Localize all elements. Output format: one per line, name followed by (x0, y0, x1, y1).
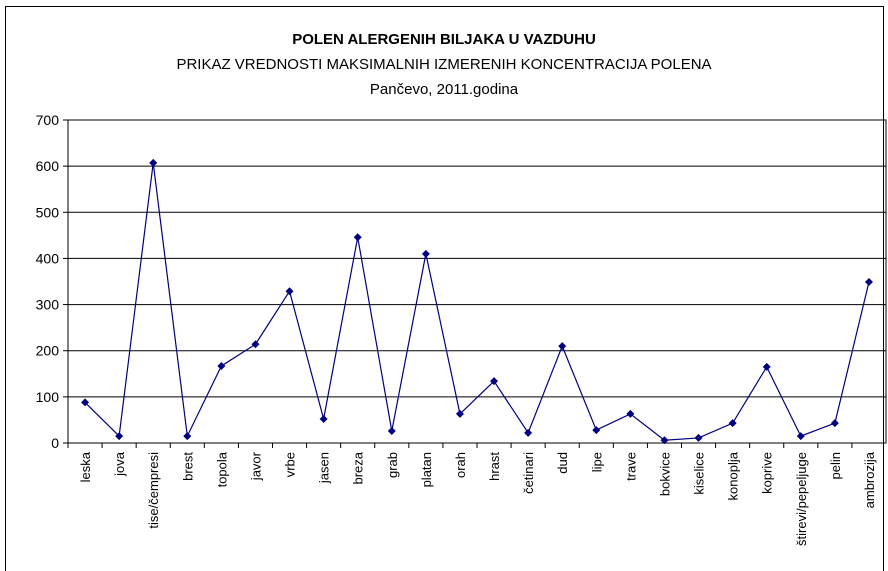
x-tick-label: javor (248, 451, 263, 481)
data-point (217, 361, 226, 370)
data-point (251, 340, 260, 349)
x-tick-label: tise/čempresi (146, 452, 161, 529)
chart-subtitle: PRIKAZ VREDNOSTI MAKSIMALNIH IZMERENIH K… (176, 56, 711, 73)
x-tick-label: koprive (760, 452, 775, 494)
x-tick-label: brest (180, 452, 195, 481)
x-tick-label: topola (214, 451, 229, 487)
x-tick-label: hrast (487, 452, 502, 481)
data-point (694, 433, 703, 442)
x-tick-label: platan (419, 452, 434, 487)
y-tick-label: 200 (36, 343, 60, 359)
data-point (183, 432, 192, 441)
chart-border (5, 6, 884, 571)
data-point (285, 287, 294, 296)
data-point (319, 415, 328, 424)
data-point (421, 249, 430, 258)
data-line (84, 162, 870, 441)
y-tick-label: 100 (36, 389, 60, 405)
x-tick-label: leska (78, 451, 93, 482)
data-point (626, 409, 635, 418)
x-tick-label: trave (623, 452, 638, 481)
x-tick-label: pelin (828, 452, 843, 479)
data-point (660, 436, 669, 445)
x-tick-label: breza (351, 451, 366, 484)
y-tick-label: 500 (36, 204, 60, 220)
x-tick-label: četinari (521, 452, 536, 494)
data-point (830, 419, 839, 428)
data-point (864, 277, 873, 286)
data-point (524, 428, 533, 437)
x-tick-label: dud (555, 452, 570, 474)
x-tick-label: štirevi/pepeljuge (794, 452, 809, 546)
y-tick-label: 700 (36, 112, 60, 128)
data-point (558, 342, 567, 351)
data-point (490, 377, 499, 386)
plot-area: 0 100 200 300 400 500 600 700 leska jova tise/čemp… (36, 112, 887, 546)
data-point (115, 432, 124, 441)
data-point (149, 158, 158, 167)
x-tick-label: kiselice (692, 452, 707, 495)
chart-subtitle: Pančevo, 2011.godina (370, 81, 519, 98)
y-tick-label: 0 (51, 435, 59, 451)
x-tick-label: grab (385, 452, 400, 478)
data-point (353, 233, 362, 242)
chart-title: POLEN ALERGENIH BILJAKA U VAZDUHU (292, 31, 596, 48)
data-point (592, 426, 601, 435)
x-tick-label: lipe (589, 452, 604, 472)
y-tick-label: 300 (36, 297, 60, 313)
data-point (762, 362, 771, 371)
data-point (796, 432, 805, 441)
x-tick-label: orah (453, 452, 468, 478)
x-tick-label: vrbe (283, 452, 298, 477)
y-tick-label: 600 (36, 158, 60, 174)
x-tick-label: jova (112, 451, 127, 477)
y-tick-label: 400 (36, 250, 60, 266)
x-tick-label: bokvice (657, 452, 672, 496)
x-tick-label: ambrozija (862, 451, 877, 508)
data-point (728, 419, 737, 428)
x-tick-label: konoplja (726, 451, 741, 500)
data-point (387, 427, 396, 436)
data-point (455, 409, 464, 418)
x-tick-label: jasen (317, 452, 332, 484)
data-point (81, 398, 90, 407)
